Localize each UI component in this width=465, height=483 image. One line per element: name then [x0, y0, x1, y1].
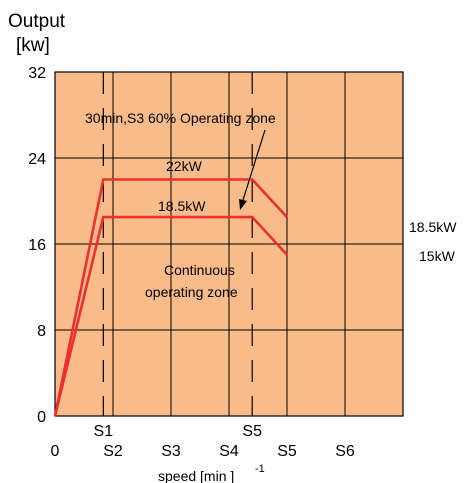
x-tick-label-top-0: S1: [94, 423, 114, 440]
zone-s3-label: 30min,S3 60% Operating zone: [85, 110, 276, 126]
series-line-0: [53, 178, 288, 417]
x-axis-label: speed [min ]: [158, 468, 234, 483]
zone-pointer-arrow: [242, 129, 266, 201]
grid-lines: [55, 72, 403, 416]
series-lines: [53, 178, 288, 417]
continuous-zone-label-1: Continuous: [164, 262, 235, 278]
y-tick-label-4: 32: [28, 65, 46, 82]
line-22kw-label: 22kW: [166, 158, 203, 174]
y-axis-label-line1: Output: [8, 11, 66, 32]
x-tick-label-bottom-3: S4: [219, 443, 239, 460]
y-axis-label-line2: [kw]: [16, 35, 50, 56]
y-tick-label-0: 0: [37, 409, 46, 426]
x-tick-label-bottom-5: S6: [335, 443, 355, 460]
y-tick-label-1: 8: [37, 323, 46, 340]
y-tick-label-2: 16: [28, 237, 46, 254]
end-upper-label: 18.5kW: [409, 219, 457, 235]
x-tick-label-bottom-0: 0: [51, 443, 60, 460]
line-18-5kw-label: 18.5kW: [158, 198, 206, 214]
x-tick-label-bottom-1: S2: [103, 443, 123, 460]
zone-pointer-arrowhead: [239, 199, 247, 210]
y-tick-label-3: 24: [28, 151, 46, 168]
x-tick-label-bottom-2: S3: [161, 443, 181, 460]
series-line-1: [53, 215, 288, 417]
x-tick-label-top-1: S5: [242, 423, 262, 440]
x-tick-label-bottom-4: S5: [277, 443, 297, 460]
end-lower-label: 15kW: [419, 248, 456, 264]
x-axis-label-exponent: -1: [255, 463, 265, 475]
continuous-zone-label-2: operating zone: [145, 284, 238, 300]
y-ticks: 0 8 16 24 32: [28, 65, 46, 426]
